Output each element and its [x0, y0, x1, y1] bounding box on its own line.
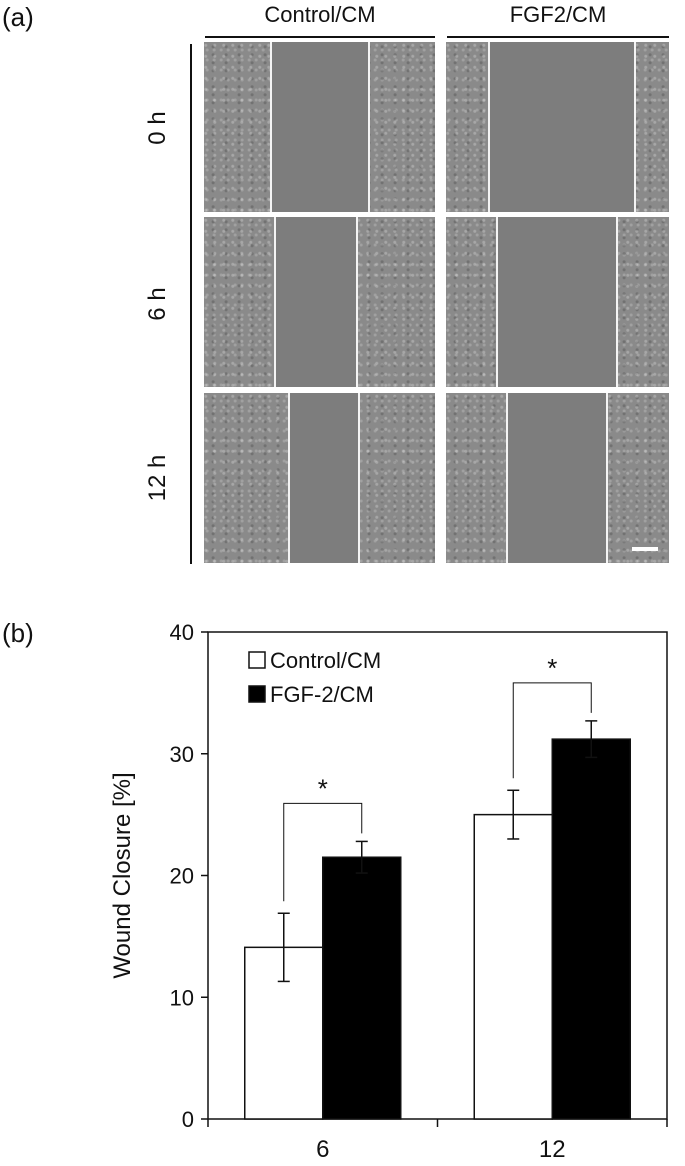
significance-bracket: [283, 802, 363, 902]
significance-mark: *: [318, 773, 328, 803]
bar-fgf-2-cm: [551, 738, 631, 1120]
panel-a-label: (a): [2, 2, 34, 32]
significance-mark: *: [547, 653, 557, 683]
bar-fgf-2-cm: [322, 856, 402, 1120]
micrograph-control-0h: [204, 42, 435, 212]
panel-b-label: (b): [2, 618, 34, 648]
significance-bracket: [512, 682, 592, 779]
row-axis-rule: [190, 44, 192, 564]
y-axis-label: Wound Closure [%]: [109, 772, 136, 978]
micrograph-fgf2-12h: [446, 393, 669, 563]
wound-gap: [270, 42, 370, 212]
scale-bar: [632, 547, 658, 551]
column-header-fgf2: FGF2/CM: [509, 2, 607, 27]
row-label-12h: 12 h: [144, 454, 171, 502]
bar-chart: 0 10 20 30 40 Wound Closure [%] 6 * 12 * Control/C…: [109, 620, 668, 1163]
column-rule-fgf2: [447, 36, 669, 38]
legend-swatch: [248, 651, 266, 669]
micrograph-control-12h: [204, 393, 435, 563]
column-rule-control: [205, 36, 435, 38]
bar-control-cm: [473, 813, 553, 1120]
row-label-6h: 6 h: [144, 287, 171, 321]
wound-gap: [496, 217, 618, 387]
x-tick-label: 12: [539, 1136, 566, 1163]
column-header-control: Control/CM: [264, 2, 376, 27]
legend-label: FGF-2/CM: [270, 682, 374, 707]
wound-gap: [274, 217, 358, 387]
y-tick-label: 10: [170, 985, 194, 1010]
micrograph-fgf2-6h: [446, 217, 669, 387]
legend-swatch: [248, 685, 266, 703]
legend-label: Control/CM: [270, 648, 381, 673]
row-label-0h: 0 h: [144, 111, 171, 145]
wound-gap: [488, 42, 636, 212]
x-tick-label: 6: [316, 1136, 329, 1163]
y-tick-label: 0: [182, 1107, 194, 1132]
y-tick-label: 20: [170, 864, 194, 889]
wound-gap: [288, 393, 360, 563]
micrograph-control-6h: [204, 217, 435, 387]
y-tick-label: 30: [170, 742, 194, 767]
micrograph-fgf2-0h: [446, 42, 669, 212]
y-tick-label: 40: [170, 620, 194, 645]
wound-gap: [506, 393, 608, 563]
